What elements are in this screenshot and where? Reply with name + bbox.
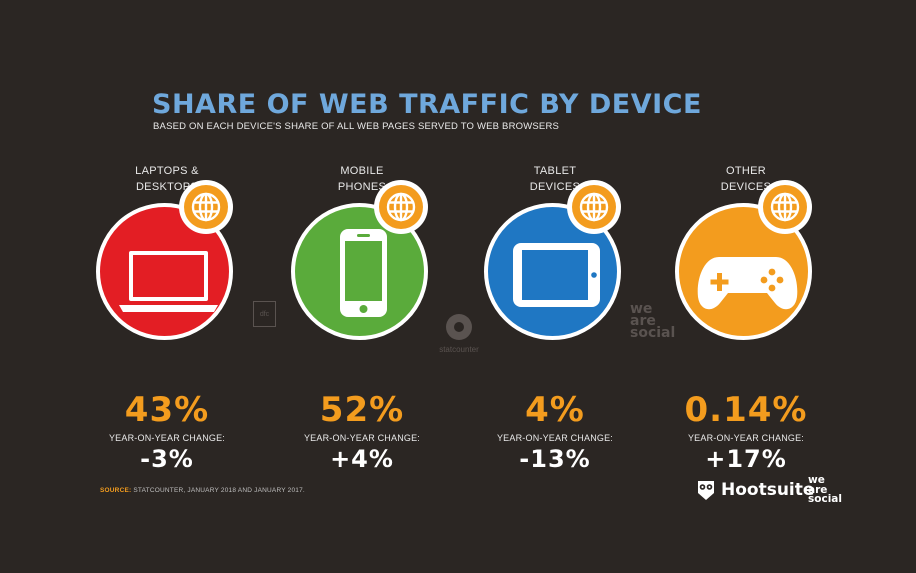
- globe-icon: [770, 192, 800, 222]
- source-note: SOURCE: STATCOUNTER, JANUARY 2018 AND JA…: [100, 487, 305, 494]
- page-subtitle: BASED ON EACH DEVICE'S SHARE OF ALL WEB …: [153, 121, 560, 132]
- device-column-other: OTHER DEVICES: [646, 163, 846, 473]
- watermark-statcounter: statcounter: [429, 312, 489, 354]
- owl-icon: [698, 481, 714, 500]
- device-label-line: DESKTOPS: [135, 181, 199, 193]
- yoy-label: YEAR-ON-YEAR CHANGE:: [687, 433, 805, 443]
- globe-icon: [386, 192, 416, 222]
- yoy-label: YEAR-ON-YEAR CHANGE:: [496, 433, 614, 443]
- share-value: 52%: [319, 390, 405, 430]
- yoy-label: YEAR-ON-YEAR CHANGE:: [108, 433, 226, 443]
- watermark-we-are-social: we are social: [630, 301, 676, 341]
- globe-badge: [758, 180, 812, 234]
- we-are-social-logo: we are social: [808, 474, 842, 505]
- laptop-icon: [119, 251, 218, 312]
- globe-icon: [191, 192, 221, 222]
- device-label-line: DEVICES: [720, 181, 772, 193]
- watermark-line: we: [630, 301, 653, 317]
- source-key: SOURCE:: [100, 487, 132, 494]
- device-label-line: TABLET: [533, 165, 577, 177]
- globe-badge: [567, 180, 621, 234]
- device-column-mobile: MOBILE PHONES 52% YEAR-ON-: [262, 163, 462, 473]
- hootsuite-logo: Hootsuite: [696, 479, 814, 501]
- logo-line: social: [808, 493, 842, 505]
- device-column-laptops: LAPTOPS & DESKTOPS 43% YEAR-ON-YEAR: [67, 163, 267, 473]
- watermark-box: dfc: [253, 301, 276, 327]
- page-title: SHARE OF WEB TRAFFIC BY DEVICE: [152, 89, 702, 120]
- device-label-line: MOBILE: [340, 165, 384, 177]
- device-label-line: OTHER: [726, 165, 766, 177]
- device-label-line: LAPTOPS &: [135, 165, 199, 177]
- share-value: 4%: [525, 390, 585, 430]
- hootsuite-logo-text: Hootsuite: [721, 480, 815, 500]
- device-label-line: DEVICES: [529, 181, 581, 193]
- watermark-line: are: [630, 313, 656, 329]
- globe-badge: [179, 180, 233, 234]
- yoy-change-value: -3%: [140, 445, 194, 473]
- yoy-change-value: +4%: [330, 445, 394, 473]
- share-value: 0.14%: [684, 390, 808, 430]
- device-label: LAPTOPS & DESKTOPS: [67, 163, 267, 197]
- gamepad-icon: [697, 257, 798, 310]
- logo-line: we: [808, 474, 825, 486]
- watermark-line: social: [630, 325, 676, 341]
- globe-icon: [579, 192, 609, 222]
- device-column-tablet: TABLET DEVICES 4% YEAR-ON-YEAR CHAN: [455, 163, 655, 473]
- tablet-icon: [513, 243, 600, 307]
- device-label-line: PHONES: [337, 181, 387, 193]
- yoy-label: YEAR-ON-YEAR CHANGE:: [303, 433, 421, 443]
- logo-line: are: [808, 483, 828, 496]
- watermark-statcounter-text: statcounter: [439, 345, 479, 354]
- source-text: STATCOUNTER, JANUARY 2018 AND JANUARY 20…: [133, 487, 305, 494]
- yoy-change-value: -13%: [519, 445, 591, 473]
- device-label: OTHER DEVICES: [646, 163, 846, 197]
- yoy-change-value: +17%: [705, 445, 787, 473]
- share-value: 43%: [124, 390, 210, 430]
- statcounter-logo-icon: [446, 314, 472, 340]
- globe-badge: [374, 180, 428, 234]
- device-label: MOBILE PHONES: [262, 163, 462, 197]
- mobile-phone-icon: [340, 229, 387, 317]
- device-label: TABLET DEVICES: [455, 163, 655, 197]
